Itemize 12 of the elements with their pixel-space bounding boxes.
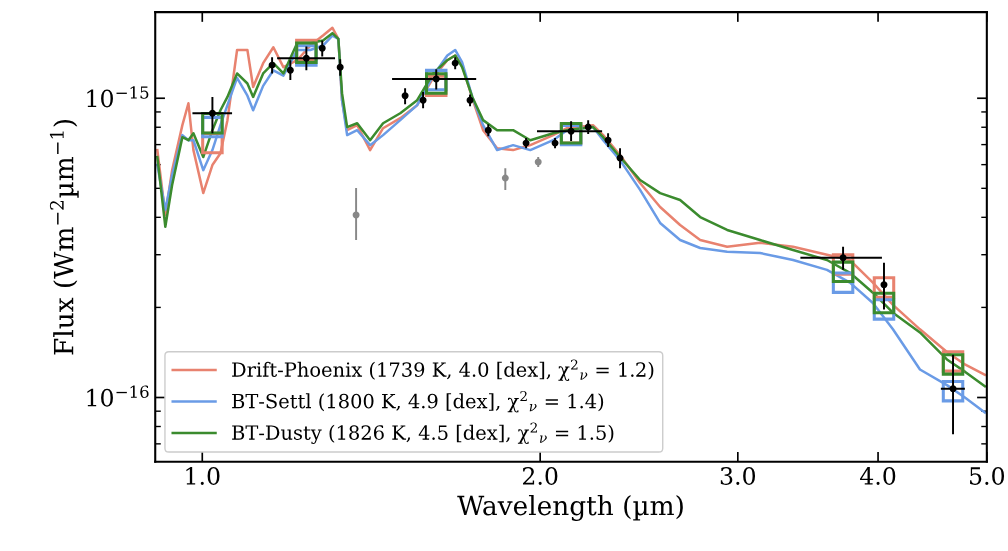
legend-label: BT-Dusty (1826 K, 4.5 [dex], χ$^{2}$$_{ν}$ = 1.5) [232, 422, 614, 444]
x-tick-label: 3.0 [720, 467, 756, 485]
x-tick-label: 1.0 [186, 467, 220, 485]
y-axis-title: Flux (Wm$^{−2}$µm$^{−1}$) [49, 119, 79, 355]
x-tick-label: 2.0 [522, 467, 558, 485]
x-tick-label: 4.0 [860, 467, 896, 485]
y-tick-label: 10$^{−15}$ [87, 86, 149, 108]
y-tick-label: 10$^{−16}$ [87, 385, 149, 407]
x-axis-title: Wavelength (µm) [457, 495, 683, 521]
legend-label: BT-Settl (1800 K, 4.9 [dex], χ$^{2}$$_{ν}$ = 1.4) [232, 390, 604, 413]
legend-label: Drift-Phoenix (1739 K, 4.0 [dex], χ$^{2}$$_{ν}$ = 1.2) [232, 359, 654, 381]
x-tick-label: 5.0 [970, 467, 1005, 485]
